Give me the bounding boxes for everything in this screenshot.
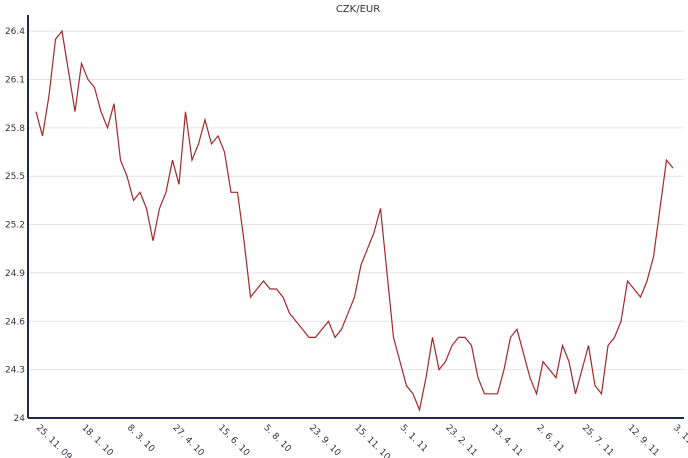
x-tick-label: 27. 4. 10	[170, 423, 206, 458]
chart-title: CZK/EUR	[336, 4, 380, 15]
x-tick-label: 12. 9. 11	[625, 423, 660, 458]
y-tick-label: 26.1	[5, 75, 25, 85]
x-tick-label: 25. 11. 09	[34, 423, 74, 458]
y-tick-label: 25.8	[5, 124, 25, 134]
x-tick-label: 13. 4. 11	[489, 423, 524, 458]
x-tick-label: 3. 11. 11	[671, 423, 688, 458]
y-tick-label: 26.4	[5, 27, 25, 37]
x-tick-label: 8. 3. 10	[125, 423, 157, 455]
y-tick-label: 24.3	[5, 366, 25, 376]
x-tick-label: 18. 1. 10	[79, 423, 115, 458]
x-tick-label: 5. 1. 11	[398, 423, 429, 454]
y-tick-label: 24.9	[5, 269, 25, 279]
x-tick-label: 23. 2. 11	[443, 423, 478, 458]
y-tick-label: 24	[14, 414, 26, 424]
x-tick-label: 25. 7. 11	[580, 423, 615, 458]
x-tick-label: 5. 8. 10	[261, 423, 293, 455]
y-tick-label: 24.6	[5, 317, 25, 327]
data-line	[35, 29, 674, 412]
x-tick-label: 2. 6. 11	[534, 423, 565, 454]
y-tick-label: 25.2	[5, 221, 25, 231]
x-tick-label: 15. 6. 10	[216, 423, 252, 458]
x-tick-label: 15. 11. 10	[352, 423, 392, 458]
x-tick-label: 23. 9. 10	[307, 423, 343, 458]
y-tick-label: 25.5	[5, 172, 25, 182]
